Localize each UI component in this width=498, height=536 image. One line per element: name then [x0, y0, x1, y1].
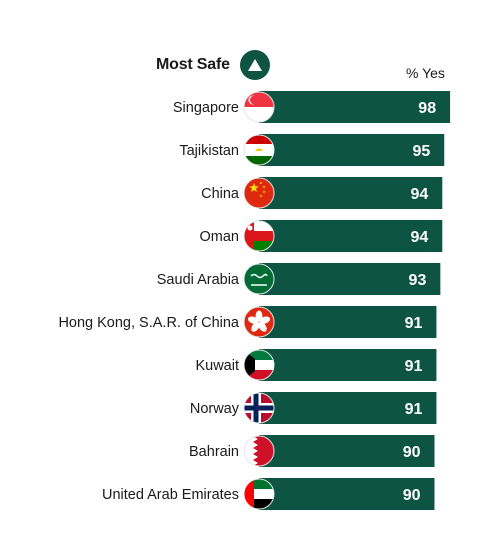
bar — [259, 220, 443, 252]
china-flag-icon — [243, 177, 275, 209]
chart-title: Most Safe — [156, 56, 230, 73]
value-label: 94 — [411, 186, 429, 203]
bar-row: United Arab Emirates 90 — [102, 478, 435, 510]
category-label: Hong Kong, S.A.R. of China — [58, 315, 239, 331]
bar — [259, 91, 451, 123]
bar-row: Hong Kong, S.A.R. of China 91 — [58, 306, 437, 338]
value-label: 91 — [405, 401, 423, 418]
category-label: Oman — [200, 229, 240, 245]
bar — [259, 435, 435, 467]
bar — [259, 392, 437, 424]
value-label: 91 — [405, 358, 423, 375]
value-label: 93 — [409, 272, 427, 289]
bar-row: Saudi Arabia 93 — [157, 263, 441, 295]
up-triangle-icon — [239, 50, 270, 80]
value-label: 95 — [412, 143, 430, 160]
value-label: 94 — [411, 229, 429, 246]
value-label: 91 — [405, 315, 423, 332]
bar — [259, 134, 445, 166]
saudi-arabia-flag-icon — [243, 263, 275, 295]
singapore-flag-icon — [243, 91, 275, 123]
unit-label: % Yes — [406, 65, 445, 81]
category-label: Kuwait — [195, 358, 239, 374]
category-label: Tajikistan — [179, 143, 239, 159]
uae-flag-icon — [243, 478, 275, 510]
category-label: United Arab Emirates — [102, 487, 239, 503]
bar-row: Norway 91 — [190, 392, 437, 424]
bar-row: Kuwait 91 — [195, 349, 437, 381]
chart-header: Most Safe — [156, 50, 270, 80]
bar-row: China 94 — [201, 177, 443, 209]
tajikistan-flag-icon — [243, 134, 275, 166]
bar — [259, 349, 437, 381]
kuwait-flag-icon — [243, 349, 275, 381]
norway-flag-icon — [243, 392, 275, 424]
value-label: 90 — [403, 487, 421, 504]
bar-row: Tajikistan 95 — [179, 134, 445, 166]
category-label: Norway — [190, 401, 240, 417]
bar — [259, 263, 441, 295]
category-label: Singapore — [173, 100, 239, 116]
bar — [259, 478, 435, 510]
bar-row: Oman 94 — [200, 220, 443, 252]
bar-row: Bahrain 90 — [189, 435, 435, 467]
oman-flag-icon — [243, 220, 275, 252]
bahrain-flag-icon — [243, 435, 275, 467]
category-label: Saudi Arabia — [157, 272, 240, 288]
bar-row: Singapore 98 — [173, 91, 451, 123]
bar — [259, 306, 437, 338]
bar — [259, 177, 443, 209]
value-label: 98 — [418, 100, 436, 117]
value-label: 90 — [403, 444, 421, 461]
hong-kong-flag-icon — [243, 306, 275, 338]
category-label: China — [201, 186, 240, 202]
category-label: Bahrain — [189, 444, 239, 460]
